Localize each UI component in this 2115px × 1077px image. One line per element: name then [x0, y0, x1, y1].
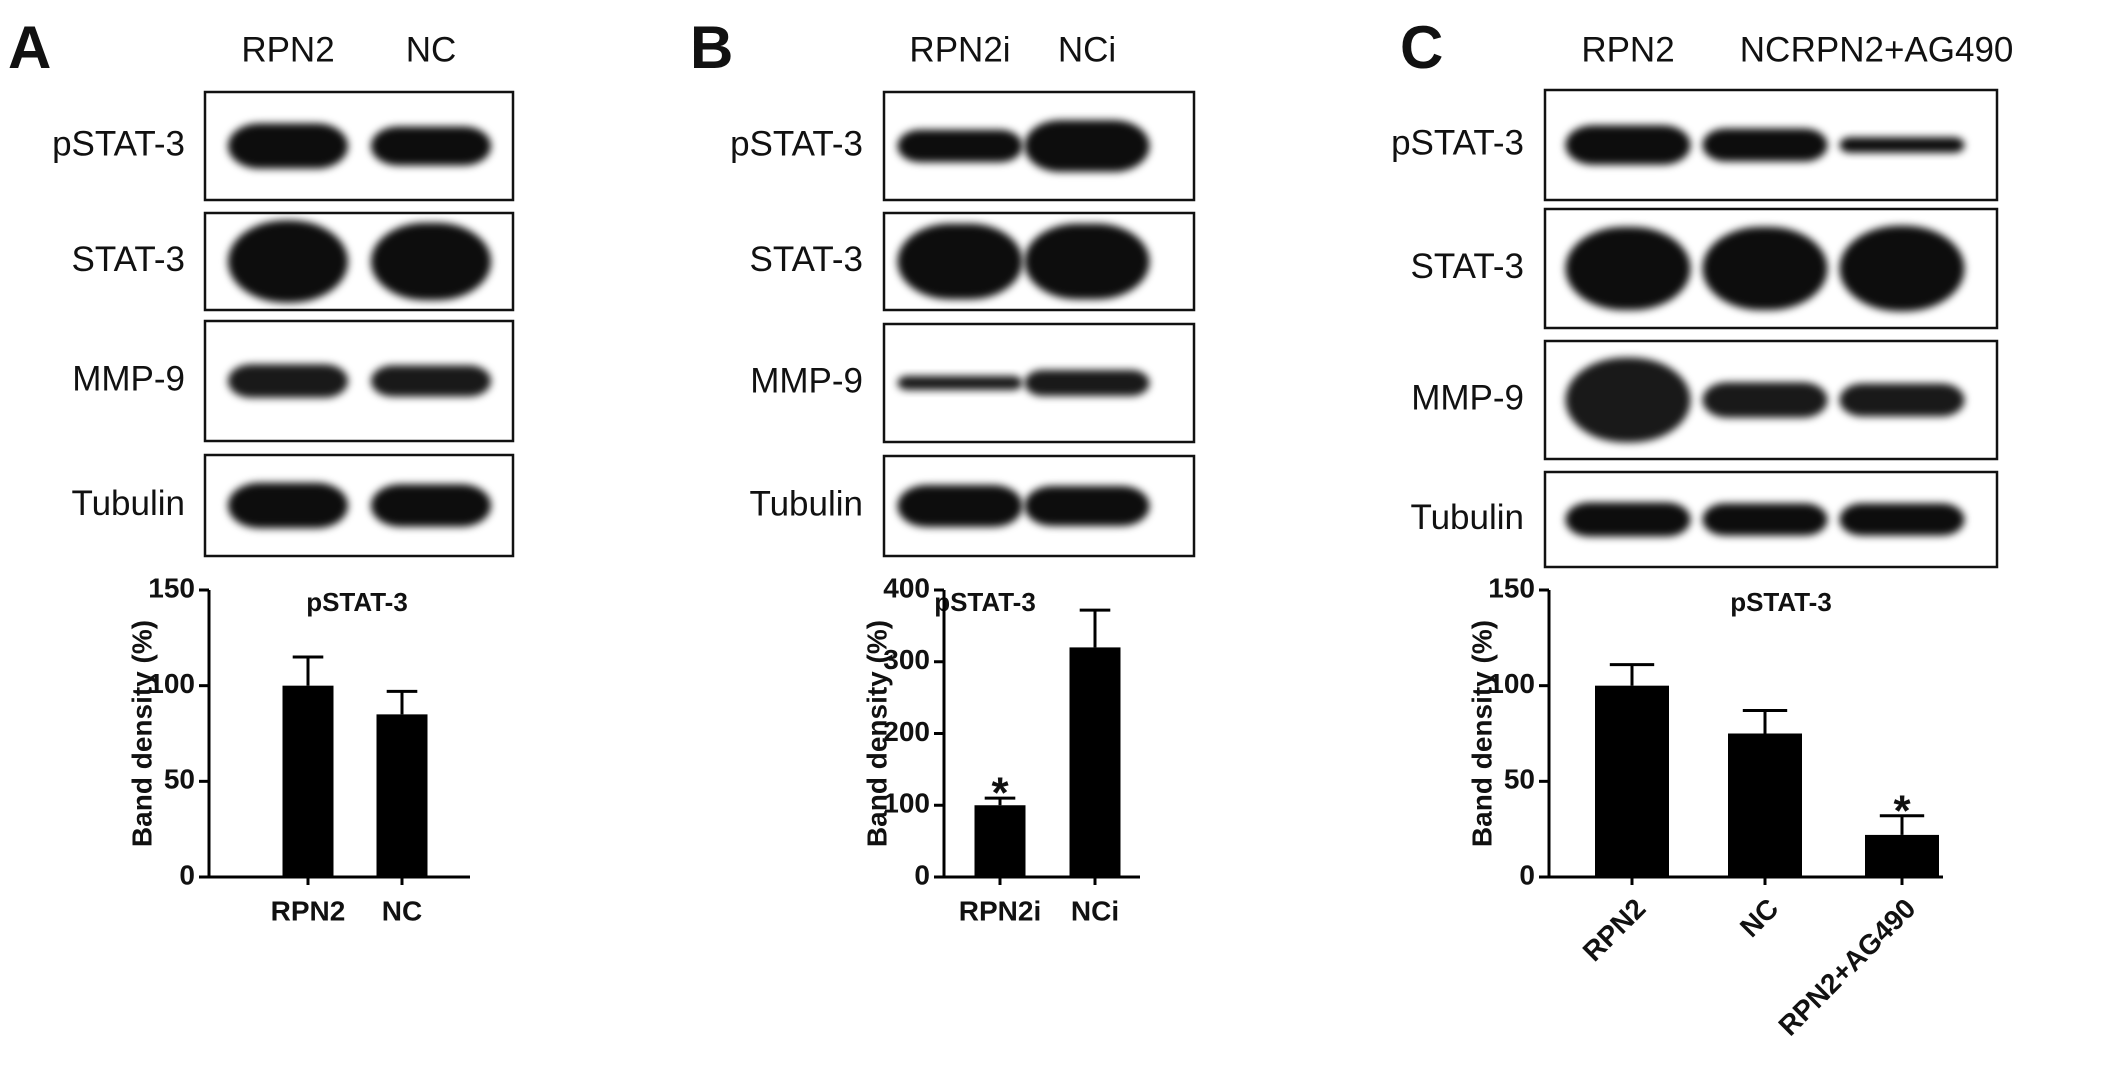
y-axis-label: Band density (%): [1466, 620, 1497, 847]
y-tick-label: 100: [883, 788, 930, 819]
x-tick-label: NCi: [1071, 895, 1119, 926]
bar: [1595, 685, 1669, 877]
row-label: pSTAT-3: [52, 124, 185, 163]
blot-band: [1702, 226, 1828, 311]
significance-mark: *: [991, 769, 1009, 818]
blot-band: [1839, 383, 1965, 417]
blot-band: [371, 126, 491, 166]
row-label: pSTAT-3: [1391, 123, 1524, 162]
blot-band: [897, 129, 1023, 163]
blot-band: [1024, 486, 1150, 526]
y-tick-label: 0: [1519, 859, 1535, 890]
row-label: STAT-3: [1411, 247, 1524, 286]
blot-band: [1702, 382, 1828, 418]
lane-label: NC: [406, 30, 457, 69]
blot-band: [228, 364, 348, 398]
x-tick-label: NC: [1734, 893, 1785, 944]
blot-band: [371, 365, 491, 397]
blot-band: [1565, 502, 1691, 537]
y-tick-label: 0: [914, 859, 930, 890]
blot-band: [897, 375, 1023, 391]
chart-title: pSTAT-3: [1730, 587, 1832, 617]
blot-band: [1839, 225, 1965, 312]
bar: [974, 805, 1026, 877]
y-tick-label: 150: [148, 572, 195, 603]
lane-label: RPN2+AG490: [1791, 30, 2014, 69]
lane-label: RPN2: [241, 30, 334, 69]
row-label: MMP-9: [1411, 378, 1524, 417]
chart-title: pSTAT-3: [306, 587, 408, 617]
row-label: Tubulin: [750, 484, 864, 523]
x-tick-label: RPN2: [1577, 893, 1652, 968]
y-tick-label: 100: [1488, 668, 1535, 699]
y-tick-label: 100: [148, 668, 195, 699]
significance-mark: *: [1893, 786, 1911, 835]
blot-band: [1839, 137, 1965, 153]
bar: [1069, 647, 1121, 877]
row-label: pSTAT-3: [730, 124, 863, 163]
panel-letter: C: [1400, 14, 1443, 81]
bar: [1728, 733, 1802, 877]
blot-band: [1565, 125, 1691, 165]
y-tick-label: 50: [1504, 764, 1535, 795]
row-label: Tubulin: [1411, 498, 1525, 537]
y-tick-label: 200: [883, 716, 930, 747]
blot-band: [897, 485, 1023, 527]
y-axis-label: Band density (%): [861, 620, 892, 847]
row-label: MMP-9: [750, 361, 863, 400]
blot-band: [371, 484, 491, 527]
bar: [1865, 834, 1939, 877]
y-tick-label: 150: [1488, 572, 1535, 603]
blot-band: [371, 222, 491, 301]
chart-title: pSTAT-3: [934, 587, 1036, 617]
y-tick-label: 400: [883, 572, 930, 603]
x-tick-label: RPN2+AG490: [1772, 893, 1921, 1042]
lane-label: NC: [1740, 30, 1791, 69]
y-tick-label: 50: [164, 764, 195, 795]
row-label: STAT-3: [750, 240, 863, 279]
x-tick-label: NC: [382, 895, 422, 926]
bar: [282, 685, 334, 877]
blot-band: [1702, 503, 1828, 536]
y-tick-label: 0: [179, 859, 195, 890]
y-tick-label: 300: [883, 644, 930, 675]
blot-band: [228, 220, 348, 303]
blot-band: [1024, 223, 1150, 300]
blot-band: [1565, 357, 1691, 443]
lane-label: NCi: [1058, 30, 1116, 69]
panel-letter: B: [690, 14, 733, 81]
panel-letter: A: [8, 14, 51, 81]
blot-band: [897, 223, 1023, 300]
blot-band: [228, 123, 348, 169]
row-label: MMP-9: [72, 359, 185, 398]
blot-band: [1024, 120, 1150, 172]
x-tick-label: RPN2i: [959, 895, 1041, 926]
blot-band: [1702, 128, 1828, 162]
lane-label: RPN2: [1581, 30, 1674, 69]
blot-band: [1565, 226, 1691, 311]
lane-label: RPN2i: [909, 30, 1010, 69]
x-tick-label: RPN2: [271, 895, 346, 926]
row-label: Tubulin: [72, 484, 186, 523]
y-axis-label: Band density (%): [126, 620, 157, 847]
bar: [376, 714, 428, 877]
blot-band: [1024, 370, 1150, 396]
blot-band: [1839, 503, 1965, 536]
blot-band: [228, 482, 348, 529]
row-label: STAT-3: [72, 240, 185, 279]
